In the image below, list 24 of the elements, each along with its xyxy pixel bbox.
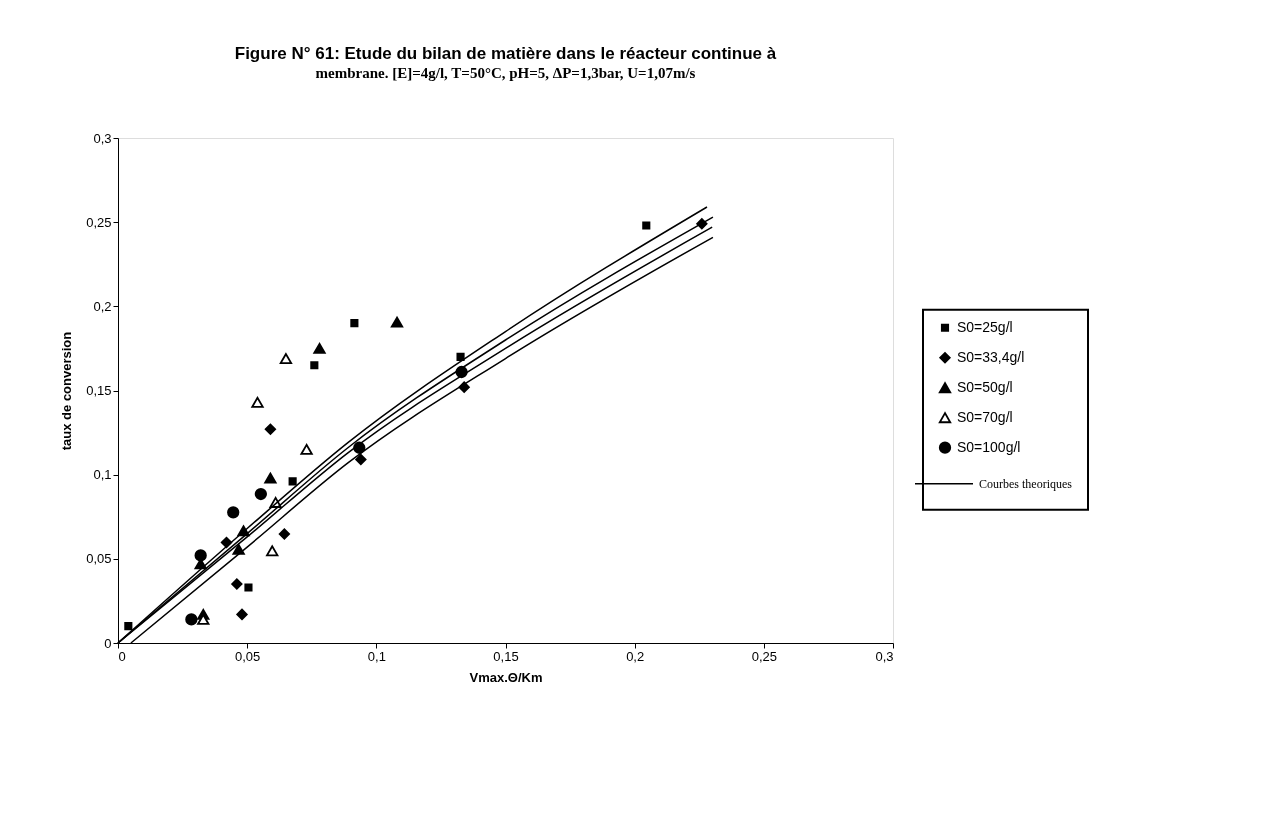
y-tick-label: 0,15 [86,383,112,398]
x-tick-label: 0,25 [751,648,777,664]
x-tick-label: 0 [118,648,126,664]
legend-label: S0=100g/l [957,438,1021,455]
chart-subtitle: membrane. [E]=4g/l, T=50°C, pH=5, ΔP=1,3bar, U=1,07m/s [315,65,696,81]
y-tick-label: 0,1 [93,467,112,483]
x-tick-label: 0,05 [235,648,261,664]
legend-label: S0=70g/l [957,408,1013,425]
y-tick-label: 0,3 [93,130,112,146]
y-axis-title: taux de conversion [59,331,75,451]
x-tick-label: 0,3 [875,648,894,664]
legend-label: S0=50g/l [957,378,1013,395]
x-tick-label: 0,1 [367,648,386,664]
chart-title: Figure N° 61: Etude du bilan de matière dans le réacteur continue à [234,44,777,63]
y-tick-label: 0,05 [86,551,112,567]
x-tick-label: 0,2 [626,648,645,664]
x-axis-title: Vmax.Θ/Km [469,669,543,685]
x-tick-label: 0,15 [493,648,519,664]
legend-label: S0=33,4g/l [957,348,1025,365]
y-tick-label: 0,25 [86,214,112,230]
y-tick-label: 0 [104,635,112,651]
y-tick-label: 0,2 [93,298,112,314]
legend-label: Courbes theoriques [979,476,1073,491]
legend-label: S0=25g/l [957,318,1013,335]
